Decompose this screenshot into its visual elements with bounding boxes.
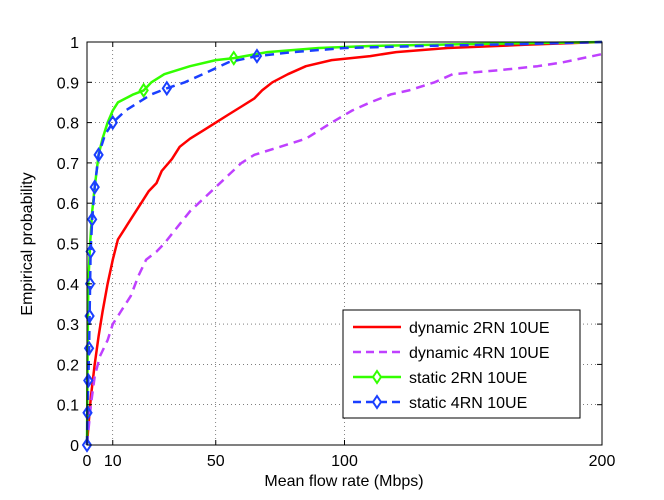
- x-axis-label: Mean flow rate (Mbps): [264, 473, 423, 490]
- legend-marker-4: [371, 394, 383, 410]
- series-marker-4: [83, 372, 94, 389]
- series-marker-4: [81, 437, 93, 453]
- y-tick-label: 0.7: [57, 156, 79, 173]
- y-tick-label: 0.9: [57, 75, 79, 92]
- series-marker-4: [89, 179, 100, 195]
- series-marker-3: [138, 82, 149, 99]
- legend-label-2: dynamic 4RN 10UE: [409, 345, 550, 362]
- series-marker-4: [82, 404, 93, 421]
- x-tick-label: 0: [83, 453, 92, 470]
- tick-labels: 0 10 50 100 200 0 0.1 0.2 0.3 0.4 0.5 0.6 0.7 0.8 0.9 1: [57, 35, 616, 470]
- y-tick-label: 0.3: [57, 317, 79, 334]
- x-tick-label: 50: [207, 453, 225, 470]
- y-axis-label: Empirical probability: [19, 172, 36, 315]
- legend: dynamic 2RN 10UE dynamic 4RN 10UE static 2…: [342, 309, 581, 419]
- axes: [86, 41, 603, 446]
- y-tick-label: 0.5: [57, 237, 79, 254]
- x-tick-label: 10: [104, 453, 122, 470]
- x-tick-label: 100: [331, 453, 358, 470]
- series-layer: [81, 40, 603, 453]
- series-marker-4: [161, 80, 173, 97]
- y-tick-label: 0.4: [57, 277, 79, 294]
- series-marker-4: [86, 211, 98, 228]
- series-marker-3: [228, 50, 239, 66]
- y-tick-label: 0.1: [57, 398, 79, 415]
- series-marker-4: [85, 243, 96, 260]
- series-line-1: [85, 40, 603, 446]
- series-marker-4: [83, 340, 95, 357]
- x-tick-label: 200: [589, 453, 616, 470]
- series-marker-4: [107, 114, 118, 131]
- legend-label-1: dynamic 2RN 10UE: [409, 320, 550, 337]
- y-tick-label: 0.8: [57, 116, 79, 133]
- series-marker-4: [93, 147, 104, 163]
- series-marker-4: [251, 48, 263, 64]
- y-tick-label: 0.2: [57, 357, 79, 374]
- y-tick-label: 0: [70, 438, 79, 455]
- legend-label-3: static 2RN 10UE: [409, 370, 527, 387]
- y-tick-label: 0.6: [57, 196, 79, 213]
- series-line-2: [85, 52, 603, 446]
- legend-marker-3: [371, 369, 383, 385]
- legend-label-4: static 4RN 10UE: [409, 395, 527, 412]
- y-tick-label: 1: [70, 35, 79, 52]
